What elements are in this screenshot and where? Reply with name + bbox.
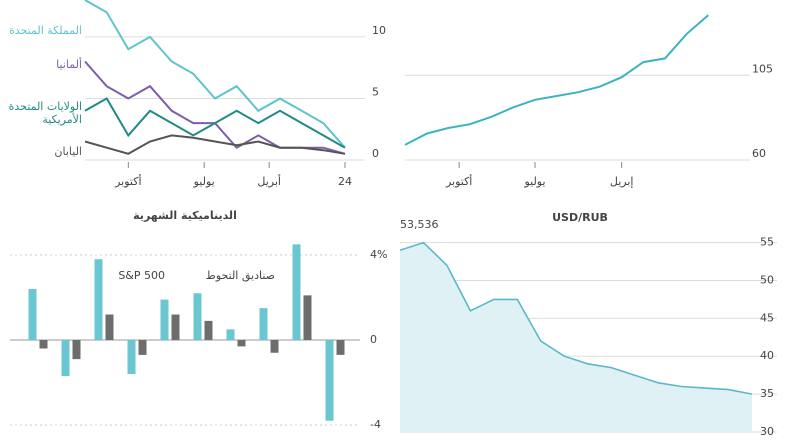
bar <box>127 340 136 374</box>
y-tick-label: -4 <box>370 418 381 431</box>
legend-label: المملكة المتحدة <box>9 24 82 37</box>
y-tick-label: 60 <box>752 147 766 160</box>
bar <box>259 308 268 340</box>
y-tick-label: 0 <box>370 333 377 346</box>
x-tick-label: أكتوبر <box>445 174 472 188</box>
y-tick-label: 30 <box>760 425 774 438</box>
legend-label: الولايات المتحدة الأمريكية <box>8 100 82 126</box>
bar <box>61 340 70 377</box>
area-fill <box>400 242 752 432</box>
y-tick-label: 105 <box>752 62 773 75</box>
legend-label: صناديق التحوط <box>206 269 275 283</box>
bar <box>325 340 334 421</box>
y-tick-label: 0 <box>372 147 379 160</box>
series-line <box>84 97 346 149</box>
y-tick-label: 50 <box>760 273 774 286</box>
y-tick-label: 55 <box>760 236 774 249</box>
y-tick-label: 4% <box>370 248 387 261</box>
legend-label: S&P 500 <box>118 269 165 282</box>
series-line <box>84 0 346 149</box>
bar <box>237 340 246 347</box>
bar <box>303 295 312 340</box>
x-tick-label: أكتوبر <box>114 174 141 188</box>
x-tick-label: يوليو <box>193 175 215 188</box>
x-tick-label: إبريل <box>610 175 634 188</box>
area-line <box>399 241 753 395</box>
chart-title: USD/RUB <box>552 211 608 224</box>
bar <box>39 340 48 349</box>
annotation: 53,536 <box>400 218 439 231</box>
y-tick-label: 5 <box>372 85 379 98</box>
bar <box>160 299 169 340</box>
y-tick-label: 45 <box>760 311 774 324</box>
bar <box>72 340 81 360</box>
y-tick-label: 40 <box>760 349 774 362</box>
bar <box>292 244 301 340</box>
bar <box>193 293 202 340</box>
legend-label: ألمانيا <box>56 58 82 71</box>
x-tick-label: 24 <box>338 175 352 188</box>
series-line <box>404 14 709 146</box>
bar <box>28 289 37 340</box>
bar <box>270 340 279 353</box>
x-tick-label: يوليو <box>523 175 545 188</box>
bar <box>226 329 235 340</box>
series-line <box>84 134 346 155</box>
x-tick-label: أبريل <box>257 174 281 188</box>
bar <box>336 340 345 355</box>
chart-title: الديناميكية الشهرية <box>133 209 237 222</box>
series-line <box>84 60 346 155</box>
bar <box>204 320 213 340</box>
bar <box>171 314 180 340</box>
bar <box>94 259 103 340</box>
y-tick-label: 10 <box>372 24 386 37</box>
legend-label: اليابان <box>54 145 82 158</box>
y-tick-label: 35 <box>760 387 774 400</box>
bar <box>138 340 147 355</box>
bar <box>105 314 114 340</box>
